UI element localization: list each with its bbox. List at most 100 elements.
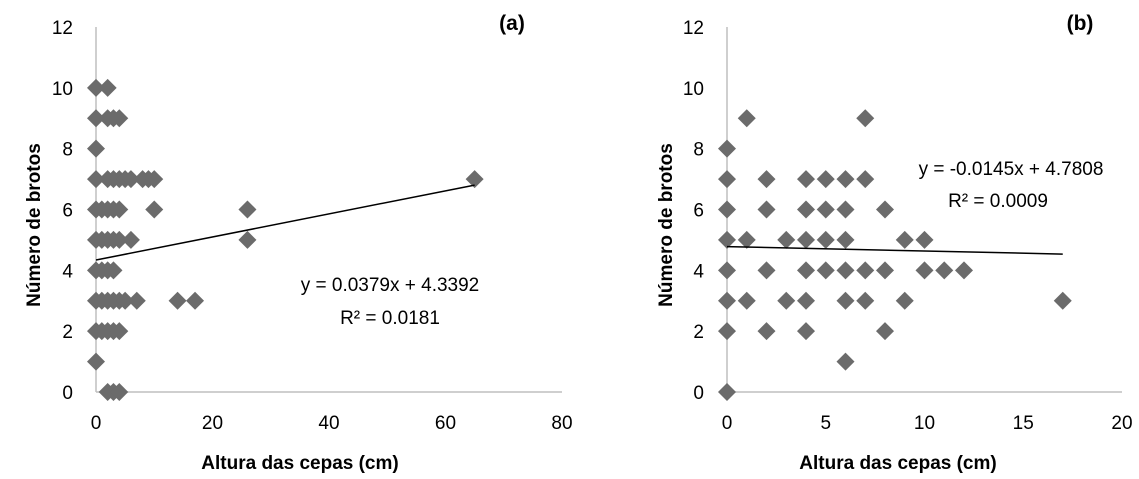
- y-tick-label: 2: [62, 322, 73, 343]
- x-tick-label: 5: [820, 413, 831, 434]
- data-point: [915, 261, 934, 280]
- data-point: [87, 139, 105, 158]
- trendline: [726, 245, 1063, 255]
- data-point: [92, 200, 111, 219]
- data-point: [104, 261, 123, 280]
- data-point: [816, 170, 835, 189]
- data-point: [110, 230, 129, 249]
- data-point: [856, 109, 875, 128]
- data-point: [718, 291, 736, 310]
- y-tick-label: 6: [62, 201, 73, 222]
- data-point: [110, 383, 129, 401]
- data-point: [895, 291, 914, 310]
- data-point: [145, 200, 164, 219]
- data-point: [168, 291, 187, 310]
- data-point: [121, 170, 140, 189]
- y-tick-labels: 0 2 4 6 8 10 12: [683, 18, 705, 404]
- y-tick-label: 0: [693, 383, 704, 404]
- data-point: [895, 230, 914, 249]
- y-tick-label: 4: [62, 261, 73, 282]
- data-point: [737, 109, 756, 128]
- x-tick-label: 0: [722, 413, 733, 434]
- x-tick-labels: 0 5 10 15 20: [722, 413, 1133, 434]
- x-tick-label: 15: [1013, 413, 1034, 434]
- data-point: [92, 322, 111, 341]
- trend-equation: y = 0.0379x + 4.3392: [301, 275, 480, 296]
- data-point: [1053, 291, 1072, 310]
- data-point: [737, 291, 756, 310]
- data-point: [955, 261, 973, 280]
- data-point: [757, 261, 776, 280]
- data-point: [465, 170, 484, 189]
- r-squared: R² = 0.0181: [340, 308, 440, 329]
- data-point: [915, 230, 934, 249]
- data-point: [876, 322, 894, 341]
- x-tick-label: 60: [435, 413, 456, 434]
- data-point: [145, 170, 164, 189]
- data-point: [718, 230, 736, 249]
- data-point: [797, 230, 815, 249]
- data-point: [110, 322, 129, 341]
- data-point: [757, 170, 776, 189]
- y-tick-label: 8: [693, 140, 704, 161]
- panel-a: 0 2 4 6 8 10 12 0 20 40 60 80 Altura das cepas (cm…: [24, 12, 573, 474]
- data-point: [836, 352, 855, 371]
- data-point: [757, 200, 776, 219]
- data-point: [718, 261, 736, 280]
- y-tick-label: 8: [62, 140, 73, 161]
- data-point: [737, 230, 756, 249]
- y-axis-title: Número de brotos: [656, 143, 677, 307]
- data-point: [797, 322, 815, 341]
- data-point: [876, 261, 894, 280]
- data-point: [816, 200, 835, 219]
- data-point: [836, 200, 855, 219]
- y-tick-label: 2: [693, 322, 704, 343]
- data-point: [121, 230, 140, 249]
- data-point: [238, 230, 257, 249]
- data-point: [718, 170, 736, 189]
- x-tick-label: 20: [1111, 413, 1132, 434]
- x-tick-label: 10: [914, 413, 935, 434]
- data-point: [856, 291, 875, 310]
- x-tick-label: 0: [91, 413, 102, 434]
- panel-b: 0 2 4 6 8 10 12 0 5 10 15 20 Altura das cepas (cm)…: [656, 12, 1133, 474]
- data-point: [836, 170, 855, 189]
- data-point: [797, 200, 815, 219]
- data-point: [935, 261, 954, 280]
- data-point: [856, 261, 875, 280]
- data-point: [92, 230, 111, 249]
- data-points: [87, 78, 484, 401]
- y-tick-label: 6: [693, 201, 704, 222]
- y-tick-labels: 0 2 4 6 8 10 12: [52, 18, 74, 404]
- data-point: [87, 170, 105, 189]
- data-point: [116, 291, 135, 310]
- data-point: [92, 291, 111, 310]
- data-point: [836, 261, 855, 280]
- data-point: [757, 322, 776, 341]
- y-tick-label: 4: [693, 261, 704, 282]
- y-axis-title: Número de brotos: [24, 143, 45, 307]
- x-axis-title: Altura das cepas (cm): [201, 453, 398, 474]
- y-tick-label: 10: [52, 79, 73, 100]
- data-point: [98, 78, 117, 97]
- data-point: [718, 139, 736, 158]
- x-axis-title: Altura das cepas (cm): [799, 453, 996, 474]
- data-point: [816, 261, 835, 280]
- data-point: [856, 170, 875, 189]
- r-squared: R² = 0.0009: [948, 191, 1048, 212]
- data-point: [836, 230, 855, 249]
- data-point: [87, 352, 105, 371]
- data-point: [127, 291, 146, 310]
- data-point: [797, 291, 815, 310]
- y-tick-label: 12: [683, 18, 704, 39]
- x-tick-label: 80: [551, 413, 572, 434]
- data-points: [718, 109, 1072, 401]
- data-point: [718, 383, 736, 401]
- data-point: [110, 109, 129, 128]
- data-point: [876, 200, 894, 219]
- data-point: [238, 200, 257, 219]
- data-point: [836, 291, 855, 310]
- data-point: [797, 170, 815, 189]
- trendline: [95, 184, 475, 261]
